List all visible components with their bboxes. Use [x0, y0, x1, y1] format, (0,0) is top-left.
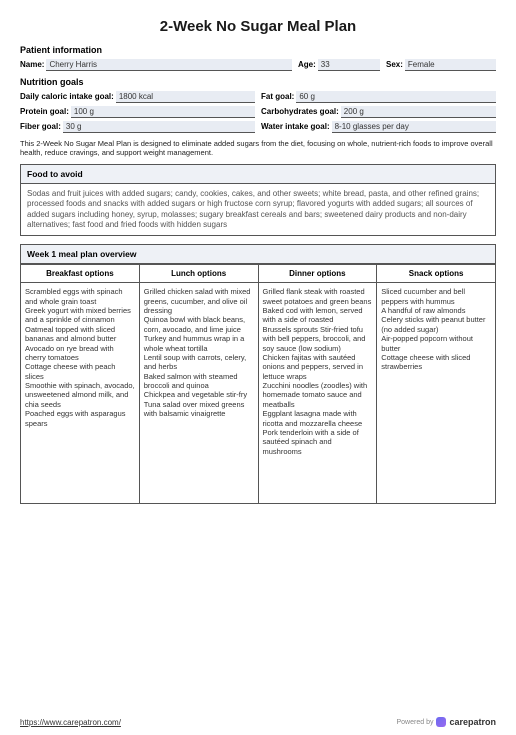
footer-url[interactable]: https://www.carepatron.com/: [20, 718, 121, 727]
intro-text: This 2-Week No Sugar Meal Plan is design…: [20, 139, 496, 158]
nutrition-heading: Nutrition goals: [20, 77, 496, 87]
goal-row-3: Fiber goal: 30 g Water intake goal: 8-10…: [20, 121, 496, 133]
protein-label: Protein goal:: [20, 107, 69, 116]
page-title: 2-Week No Sugar Meal Plan: [20, 18, 496, 35]
age-label: Age:: [298, 60, 316, 69]
food-to-avoid-title: Food to avoid: [21, 165, 495, 184]
breakfast-body: Scrambled eggs with spinach and whole gr…: [21, 283, 139, 503]
age-field[interactable]: 33: [318, 59, 380, 71]
protein-field[interactable]: 100 g: [71, 106, 255, 118]
food-to-avoid-box: Food to avoid Sodas and fruit juices wit…: [20, 164, 496, 237]
dinner-col: Dinner options Grilled flank steak with …: [259, 265, 378, 503]
lunch-body: Grilled chicken salad with mixed greens,…: [140, 283, 258, 503]
snack-heading: Snack options: [377, 265, 495, 283]
cal-label: Daily caloric intake goal:: [20, 92, 114, 101]
breakfast-heading: Breakfast options: [21, 265, 139, 283]
carb-field[interactable]: 200 g: [341, 106, 496, 118]
week1-title: Week 1 meal plan overview: [21, 245, 495, 264]
powered-by: Powered by carepatron: [397, 717, 497, 727]
footer: https://www.carepatron.com/ Powered by c…: [20, 717, 496, 727]
goal-row-1: Daily caloric intake goal: 1800 kcal Fat…: [20, 91, 496, 103]
meal-table: Breakfast options Scrambled eggs with sp…: [21, 264, 495, 503]
breakfast-col: Breakfast options Scrambled eggs with sp…: [21, 265, 140, 503]
snack-col: Snack options Sliced cucumber and bell p…: [377, 265, 495, 503]
carb-label: Carbohydrates goal:: [261, 107, 339, 116]
sex-field[interactable]: Female: [405, 59, 496, 71]
food-to-avoid-body: Sodas and fruit juices with added sugars…: [21, 184, 495, 236]
fiber-label: Fiber goal:: [20, 122, 61, 131]
powered-label: Powered by: [397, 719, 434, 726]
patient-row: Name: Cherry Harris Age: 33 Sex: Female: [20, 59, 496, 71]
name-field[interactable]: Cherry Harris: [46, 59, 292, 71]
fat-label: Fat goal:: [261, 92, 294, 101]
fat-field[interactable]: 60 g: [296, 91, 496, 103]
patient-info-heading: Patient information: [20, 45, 496, 55]
snack-body: Sliced cucumber and bell peppers with hu…: [377, 283, 495, 503]
dinner-heading: Dinner options: [259, 265, 377, 283]
cal-field[interactable]: 1800 kcal: [116, 91, 255, 103]
lunch-heading: Lunch options: [140, 265, 258, 283]
lunch-col: Lunch options Grilled chicken salad with…: [140, 265, 259, 503]
water-field[interactable]: 8-10 glasses per day: [332, 121, 496, 133]
week1-box: Week 1 meal plan overview Breakfast opti…: [20, 244, 496, 504]
water-label: Water intake goal:: [261, 122, 330, 131]
goal-row-2: Protein goal: 100 g Carbohydrates goal: …: [20, 106, 496, 118]
fiber-field[interactable]: 30 g: [63, 121, 255, 133]
sex-label: Sex:: [386, 60, 403, 69]
document-page: 2-Week No Sugar Meal Plan Patient inform…: [0, 0, 516, 735]
dinner-body: Grilled flank steak with roasted sweet p…: [259, 283, 377, 503]
carepatron-logo-icon: [436, 717, 446, 727]
brand-name: carepatron: [449, 717, 496, 727]
name-label: Name:: [20, 60, 44, 69]
